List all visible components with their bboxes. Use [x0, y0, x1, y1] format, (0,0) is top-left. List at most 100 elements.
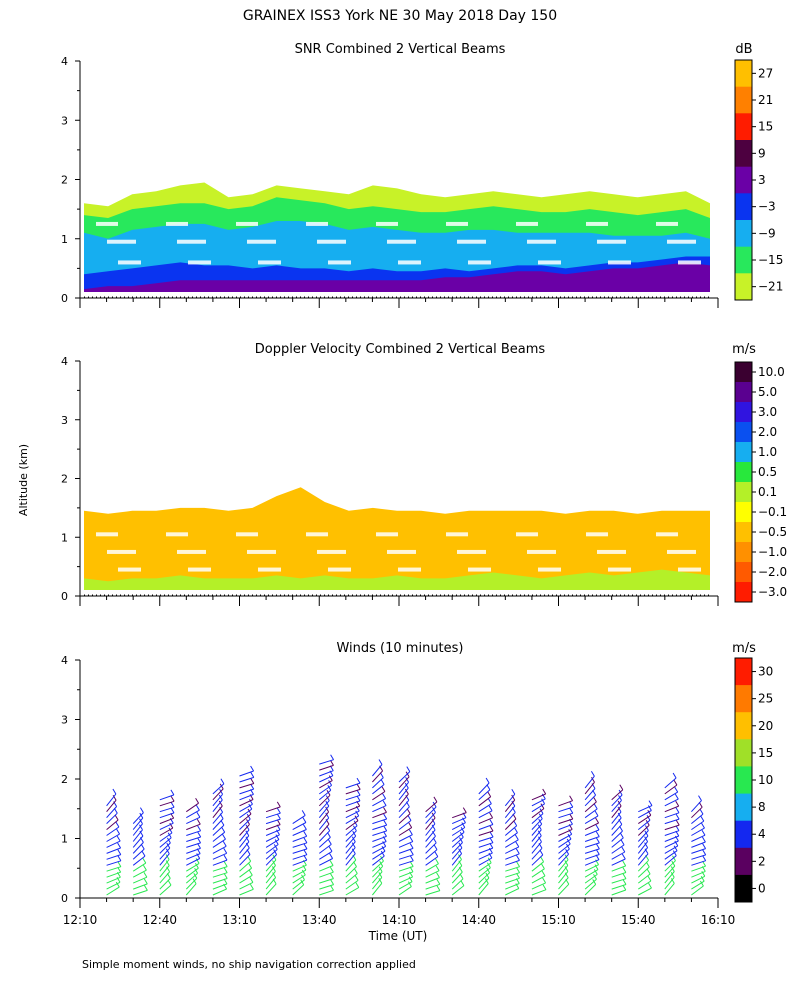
- wind-barb-flag: [622, 873, 627, 879]
- wind-barb-flag: [301, 874, 305, 881]
- wind-barb: [186, 867, 199, 878]
- wind-barb: [372, 850, 386, 860]
- wind-barb: [637, 841, 648, 854]
- wind-barb: [691, 860, 706, 866]
- wind-barb: [451, 859, 462, 872]
- wind-barb-flag: [250, 772, 255, 778]
- wind-barb-flag: [567, 833, 572, 840]
- wind-barb-flag: [325, 800, 330, 807]
- data-gap: [457, 549, 486, 554]
- wind-barb: [478, 782, 490, 795]
- wind-barb: [531, 854, 544, 866]
- data-gap: [107, 239, 136, 244]
- wind-barb-flag: [247, 856, 252, 862]
- wind-barb: [691, 834, 706, 842]
- wind-barb: [106, 799, 117, 813]
- wind-barb: [372, 770, 383, 783]
- colorbar-label: 27: [758, 66, 773, 80]
- data-gap: [608, 567, 631, 572]
- wind-barb: [611, 889, 626, 896]
- winds-title: Winds (10 minutes): [336, 641, 463, 656]
- wind-barb: [186, 802, 199, 813]
- wind-barb: [691, 841, 706, 848]
- colorbar-swatch: [735, 502, 752, 523]
- wind-barb: [425, 856, 439, 866]
- wind-barb: [398, 834, 413, 842]
- y-tick-label: 0: [61, 292, 68, 305]
- wind-barb-flag: [168, 827, 173, 834]
- snr-panel: SNR Combined 2 Vertical Beams 0 1 2 3 4 dB 2…: [61, 42, 783, 308]
- wind-barb-flag: [195, 858, 200, 864]
- wind-barb: [425, 870, 440, 878]
- wind-barb: [345, 853, 356, 866]
- wind-barb-flag: [165, 860, 170, 866]
- colorbar-label: 30: [758, 665, 773, 679]
- wind-barb: [531, 889, 547, 896]
- wind-barb: [664, 865, 676, 878]
- wind-barb-flag: [488, 852, 493, 859]
- wind-barb-flag: [141, 850, 146, 857]
- y-tick-label: 3: [61, 414, 68, 427]
- wind-barb: [106, 812, 118, 824]
- wind-barb: [691, 885, 704, 896]
- wind-barb: [584, 775, 595, 789]
- wind-barb-flag: [673, 779, 678, 786]
- wind-barb-flag: [276, 813, 281, 820]
- data-gap: [306, 532, 328, 537]
- wind-barb: [345, 847, 356, 860]
- wind-barb: [451, 827, 466, 836]
- wind-barb: [531, 829, 542, 842]
- wind-barb-flag: [115, 881, 120, 888]
- wind-barb-flag: [382, 800, 387, 806]
- wind-barb: [451, 836, 464, 848]
- wind-barb-flag: [408, 829, 413, 835]
- wind-barb: [398, 799, 410, 813]
- wind-barb: [637, 859, 649, 872]
- wind-barb-flag: [436, 879, 441, 885]
- wind-barb-flag: [356, 784, 361, 790]
- wind-barb: [159, 827, 174, 836]
- data-gap: [608, 260, 631, 265]
- wind-barb: [611, 817, 622, 830]
- wind-barb: [398, 847, 414, 854]
- wind-barb: [584, 815, 599, 825]
- wind-barb: [319, 850, 333, 860]
- wind-barb: [372, 865, 384, 878]
- wind-barb: [478, 883, 489, 896]
- wind-barb-flag: [197, 825, 202, 832]
- wind-barb-flag: [223, 861, 228, 867]
- wind-barb-flag: [380, 779, 385, 785]
- wind-barb: [372, 784, 385, 795]
- wind-barb: [558, 806, 573, 813]
- wind-barb: [372, 791, 386, 801]
- wind-barb: [611, 851, 626, 860]
- wind-barb-flag: [488, 805, 493, 812]
- wind-barb-flag: [617, 812, 622, 819]
- wind-barb: [212, 883, 228, 890]
- wind-barb: [132, 829, 143, 842]
- wind-barb: [531, 818, 543, 830]
- wind-barb-flag: [301, 810, 306, 816]
- wind-barb: [425, 823, 436, 836]
- wind-barb: [398, 806, 410, 819]
- wind-barb: [664, 798, 679, 807]
- data-gap: [387, 239, 416, 244]
- wind-barb: [531, 882, 546, 890]
- wind-barb-flag: [700, 875, 705, 882]
- wind-barb: [212, 838, 226, 848]
- winds-axes: 0 1 2 3 4 12:10 12:40 13:10 13:40 14:10 14:40 15:10…: [61, 654, 735, 927]
- colorbar-swatch: [735, 712, 752, 740]
- wind-barb: [558, 823, 573, 831]
- data-gap: [398, 567, 421, 572]
- wind-barb: [292, 864, 307, 872]
- wind-barb-flag: [143, 878, 148, 885]
- wind-barb: [372, 798, 386, 807]
- wind-barb: [239, 788, 254, 795]
- data-gap: [468, 260, 491, 265]
- wind-barb: [584, 829, 600, 836]
- wind-barb: [186, 862, 200, 872]
- wind-barb-flag: [646, 868, 651, 875]
- doppler-axes: 0 1 2 3 4: [61, 355, 719, 606]
- wind-barb: [425, 812, 436, 824]
- wind-barb-flag: [647, 805, 652, 811]
